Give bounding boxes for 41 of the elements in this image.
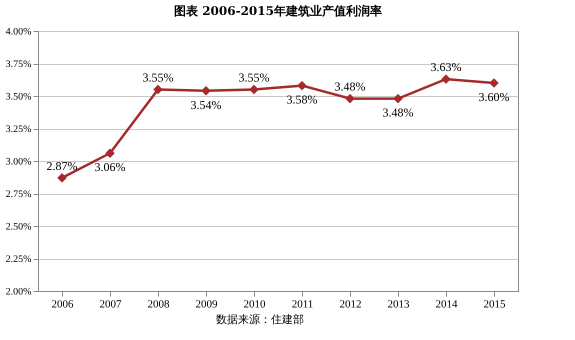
x-tick-label: 2007 (100, 298, 122, 310)
point (345, 94, 355, 104)
point (441, 74, 451, 84)
y-tick-label: 3.25% (6, 124, 32, 135)
data-label: 3.60% (478, 90, 510, 104)
x-tick-label: 2008 (148, 298, 170, 310)
data-label: 3.48% (382, 106, 414, 120)
x-tick-label: 2010 (244, 298, 266, 310)
y-tick-label: 2.50% (6, 222, 32, 232)
point (249, 84, 259, 94)
x-tick-label: 2009 (196, 298, 218, 310)
point (105, 148, 115, 158)
source-note: 数据来源：住建部 (215, 312, 305, 327)
data-label: 2.87% (46, 158, 78, 173)
x-tick-label: 2012 (340, 298, 362, 310)
data-label: 3.58% (286, 92, 318, 107)
y-tick-label: 2.00% (6, 286, 32, 298)
y-tick-label: 4.00% (6, 26, 32, 38)
point (393, 94, 403, 104)
point (489, 78, 499, 88)
chart-title: 图表 2006-2015年建筑业产值利润率 (174, 4, 382, 18)
y-tick-label: 3.50% (6, 92, 32, 102)
x-tick-label: 2013 (388, 298, 410, 310)
data-label: 3.55% (142, 70, 174, 84)
data-label: 3.06% (94, 160, 126, 174)
data-label: 3.55% (238, 70, 270, 84)
x-tick-label: 2006 (52, 298, 74, 310)
y-tick-label: 2.75% (6, 189, 32, 200)
data-label: 3.54% (190, 98, 222, 112)
point (57, 173, 67, 183)
y-tick-label: 3.00% (6, 156, 32, 168)
data-label: 3.63% (430, 60, 462, 74)
point (153, 84, 163, 94)
x-tick-label: 2015 (484, 298, 506, 310)
x-tick-label: 2014 (436, 298, 458, 310)
point (297, 80, 307, 90)
x-tick-label: 2011 (292, 298, 314, 310)
point (201, 86, 211, 96)
y-tick-label: 2.25% (6, 254, 32, 265)
data-label: 3.48% (334, 80, 366, 94)
y-tick-label: 3.75% (6, 59, 32, 70)
